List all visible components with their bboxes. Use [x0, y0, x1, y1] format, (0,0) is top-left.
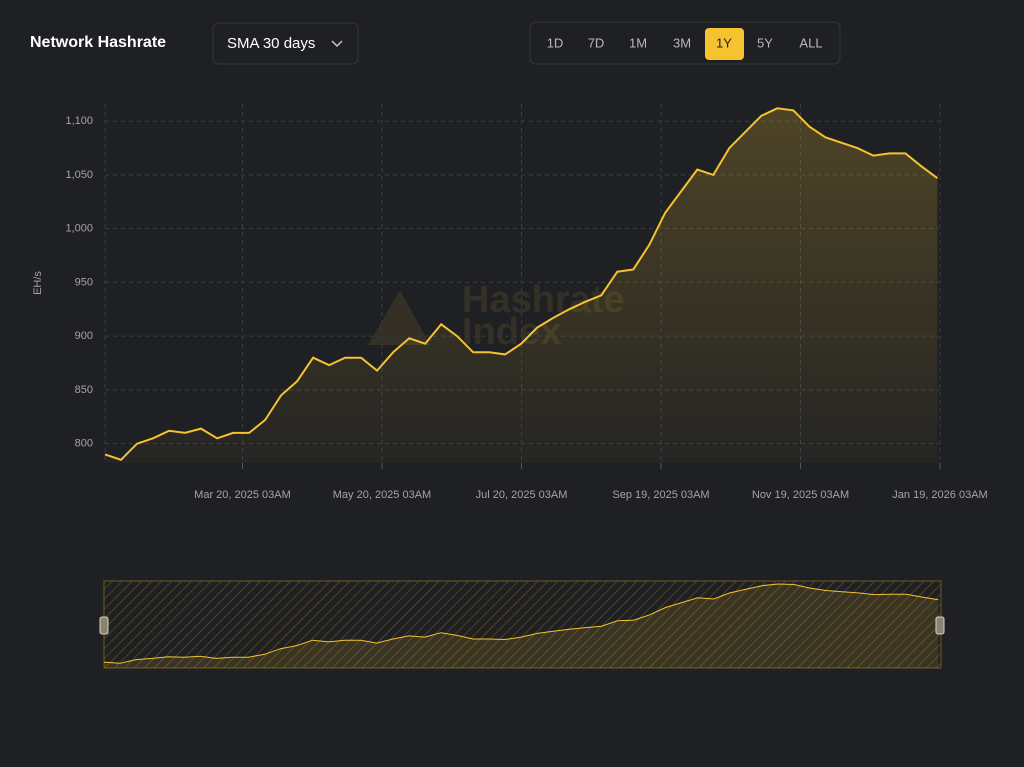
range-button[interactable]: 1M	[629, 35, 647, 50]
x-tick-label: Mar 20, 2025 03AM	[194, 489, 291, 501]
y-tick-label: 1,000	[65, 223, 93, 235]
y-axis-label: EH/s	[32, 271, 44, 295]
range-button-active[interactable]	[705, 28, 744, 60]
dropdown[interactable]	[212, 22, 359, 65]
x-tick-label: May 20, 2025 03AM	[333, 489, 431, 501]
navigator-frame	[103, 580, 942, 669]
range-selector	[529, 21, 841, 65]
x-tick-label: Nov 19, 2025 03AM	[752, 489, 849, 501]
range-buttons: 1D 7D 1M 3M 1Y 5Y ALL	[547, 28, 823, 60]
area	[105, 108, 938, 464]
y-tick-label: 950	[75, 276, 93, 288]
y-tick-label: 850	[75, 384, 93, 396]
navigator-line	[103, 583, 939, 664]
dropdown-label: SMA 30 days	[227, 35, 315, 52]
y-tick-label: 800	[75, 438, 93, 450]
x-tick-label: Sep 19, 2025 03AM	[612, 489, 709, 501]
y-tick-label: 900	[75, 330, 93, 342]
range-button[interactable]: 5Y	[757, 35, 773, 50]
range-button[interactable]: ALL	[799, 35, 822, 50]
y-tick-label: 1,050	[65, 169, 93, 181]
navigator-handle[interactable]	[935, 616, 945, 635]
range-button[interactable]: 3M	[673, 35, 691, 50]
navigator-area	[104, 584, 939, 668]
navigator	[99, 580, 945, 669]
watermark-logo	[368, 290, 430, 345]
page-title: Network Hashrate	[30, 34, 166, 51]
y-tick-label: 1,100	[65, 115, 93, 127]
range-button[interactable]: 7D	[588, 35, 605, 50]
range-button[interactable]: 1Y	[716, 35, 732, 50]
dropdown-chevron	[331, 40, 343, 48]
chart: HashrateIndex8008509009501,0001,0501,100…	[32, 104, 988, 501]
x-tick-label: Jul 20, 2025 03AM	[476, 489, 568, 501]
navigator-handle[interactable]	[99, 616, 109, 635]
range-button[interactable]: 1D	[547, 35, 564, 50]
x-tick-label: Jan 19, 2026 03AM	[892, 489, 987, 501]
line	[104, 107, 938, 461]
